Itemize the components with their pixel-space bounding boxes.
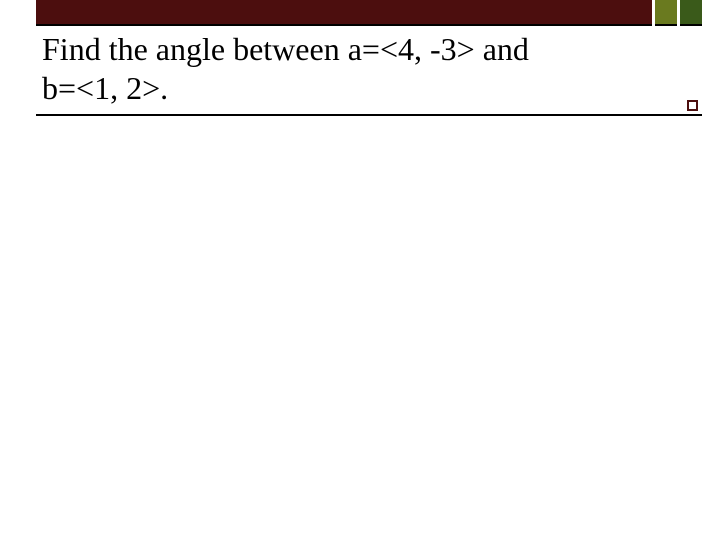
square-bullet-icon [687,100,698,111]
title-line-1: Find the angle between a=<4, -3> and [42,31,529,67]
title-underline [36,114,702,116]
slide: Find the angle between a=<4, -3> and b=<… [0,0,720,540]
title-block: Find the angle between a=<4, -3> and b=<… [42,30,678,108]
title-line-2: b=<1, 2>. [42,70,168,106]
title-text: Find the angle between a=<4, -3> and b=<… [42,30,678,108]
top-bar-segment-accent2 [680,0,702,26]
title-top-bar [36,0,702,26]
top-bar-segment-accent1 [655,0,677,26]
top-bar-segment-main [36,0,652,26]
